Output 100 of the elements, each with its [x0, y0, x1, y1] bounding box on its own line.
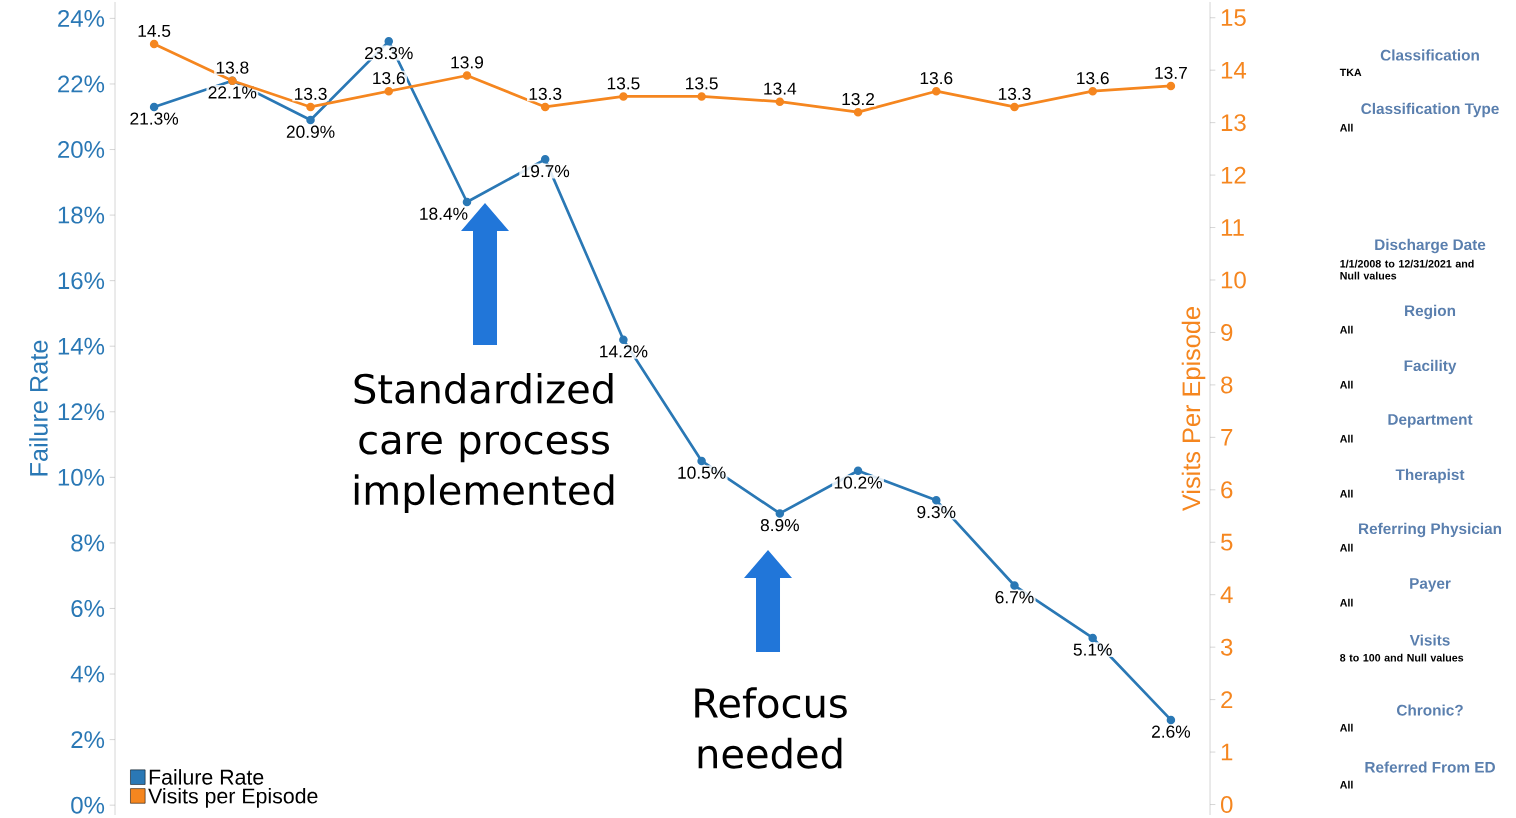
point: [1166, 715, 1176, 725]
data-label: 13.3: [529, 87, 562, 100]
text: Referring Physician: [1359, 522, 1502, 538]
y-tick-label: 6%: [71, 599, 105, 617]
data-label: 22.1%: [208, 86, 257, 99]
text: All: [1340, 380, 1353, 389]
point: [462, 71, 472, 80]
data-label: 6.7%: [995, 591, 1034, 604]
point: [1088, 86, 1097, 96]
y2-tick-label: 9: [1221, 323, 1233, 341]
point: [306, 115, 315, 125]
text: Region: [1405, 304, 1456, 320]
point: [1166, 81, 1176, 91]
y2-tick-label: 15: [1221, 9, 1246, 27]
text: All: [1340, 325, 1353, 334]
data-label: 10.5%: [678, 466, 726, 479]
data-label: 10.2%: [834, 476, 883, 489]
text: All: [1340, 489, 1353, 498]
data-label: 13.9: [451, 56, 484, 69]
point: [1010, 581, 1019, 590]
y-tick-label: 16%: [58, 272, 105, 290]
data-label: 23.3%: [365, 46, 413, 60]
text: All: [1340, 543, 1353, 552]
text: Referred From ED: [1365, 761, 1495, 773]
data-label: 13.5: [607, 77, 640, 90]
data-label: 2.6%: [1152, 725, 1191, 738]
legend-label: Visits per Episode: [148, 787, 318, 808]
data-label: 14.2%: [600, 345, 648, 358]
y2-tick-label: 3: [1220, 638, 1233, 656]
y-tick-label: 20%: [58, 140, 105, 158]
y-tick-label: 18%: [58, 206, 105, 224]
text: All: [1340, 723, 1353, 732]
data-label: 13.6: [920, 71, 953, 85]
y2-tick-label: 5: [1221, 533, 1233, 551]
point: [697, 456, 706, 466]
point: [462, 197, 472, 207]
y-tick-label: 24%: [58, 9, 105, 27]
point: [384, 86, 394, 96]
y2-tick-label: 0: [1221, 795, 1233, 813]
text: 1/1/2008 to 12/31/2021 and Null values: [1340, 259, 1474, 280]
y-tick-label: 22%: [58, 75, 105, 93]
y2-tick-label: 6: [1221, 481, 1233, 499]
data-label: 9.3%: [917, 505, 956, 519]
point: [1088, 633, 1097, 643]
data-label: 8.9%: [760, 518, 799, 532]
point: [149, 102, 159, 112]
point: [931, 495, 941, 505]
text: Visits: [1409, 634, 1450, 646]
point: [1010, 102, 1019, 112]
text: Payer: [1410, 578, 1451, 592]
data-label: 20.9%: [286, 125, 335, 138]
y2-tick-label: 2: [1221, 691, 1233, 708]
y-tick-label: 12%: [58, 403, 105, 421]
point: [775, 97, 785, 106]
data-label: 13.7: [1155, 66, 1187, 79]
y2-axis-title: Visits Per Episode: [1181, 307, 1206, 511]
text: Discharge Date: [1375, 238, 1486, 254]
text: All: [1340, 123, 1353, 132]
y2-tick-label: 10: [1221, 271, 1246, 289]
point: [306, 102, 315, 112]
text: All: [1340, 598, 1353, 607]
point: [853, 107, 863, 117]
annotation: Standardized care process implemented: [354, 372, 614, 513]
y-tick-label: 8%: [71, 534, 105, 552]
text: 8 to 100 and Null values: [1340, 653, 1464, 662]
y-tick-label: 0%: [71, 796, 105, 814]
text: Chronic?: [1397, 704, 1463, 716]
y-axis-title: Failure Rate: [29, 340, 48, 476]
text: TKA: [1339, 68, 1362, 76]
y-tick-label: 10%: [58, 468, 105, 486]
data-label: 19.7%: [521, 164, 570, 178]
data-label: 13.5: [686, 77, 718, 90]
point: [384, 37, 394, 46]
data-label: 13.4: [764, 82, 797, 95]
data-label: 13.3: [998, 87, 1031, 100]
data-label: 13.2: [842, 92, 875, 106]
y-tick-label: 2%: [71, 731, 105, 749]
y-tick-label: 14%: [58, 337, 105, 355]
y2-tick-label: 7: [1221, 429, 1233, 446]
y2-tick-label: 12: [1221, 166, 1246, 184]
text: Department: [1388, 414, 1473, 428]
data-label: 5.1%: [1073, 643, 1112, 656]
y2-tick-label: 13: [1221, 114, 1246, 132]
point: [619, 335, 628, 344]
text: Facility: [1404, 359, 1457, 375]
text: Classification: [1380, 49, 1479, 61]
data-label: 13.6: [373, 71, 405, 85]
y2-tick-label: 14: [1221, 61, 1247, 79]
point: [853, 466, 863, 476]
text: Therapist: [1395, 468, 1465, 484]
data-label: 13.6: [1077, 71, 1109, 85]
point: [619, 92, 628, 101]
data-label: 14.5: [138, 24, 171, 37]
text: Classification Type: [1361, 102, 1499, 118]
point: [931, 86, 941, 96]
data-label: 13.3: [294, 87, 327, 100]
y2-tick-label: 1: [1221, 743, 1233, 761]
point: [697, 92, 706, 101]
text: All: [1340, 434, 1353, 443]
point: [775, 509, 785, 518]
